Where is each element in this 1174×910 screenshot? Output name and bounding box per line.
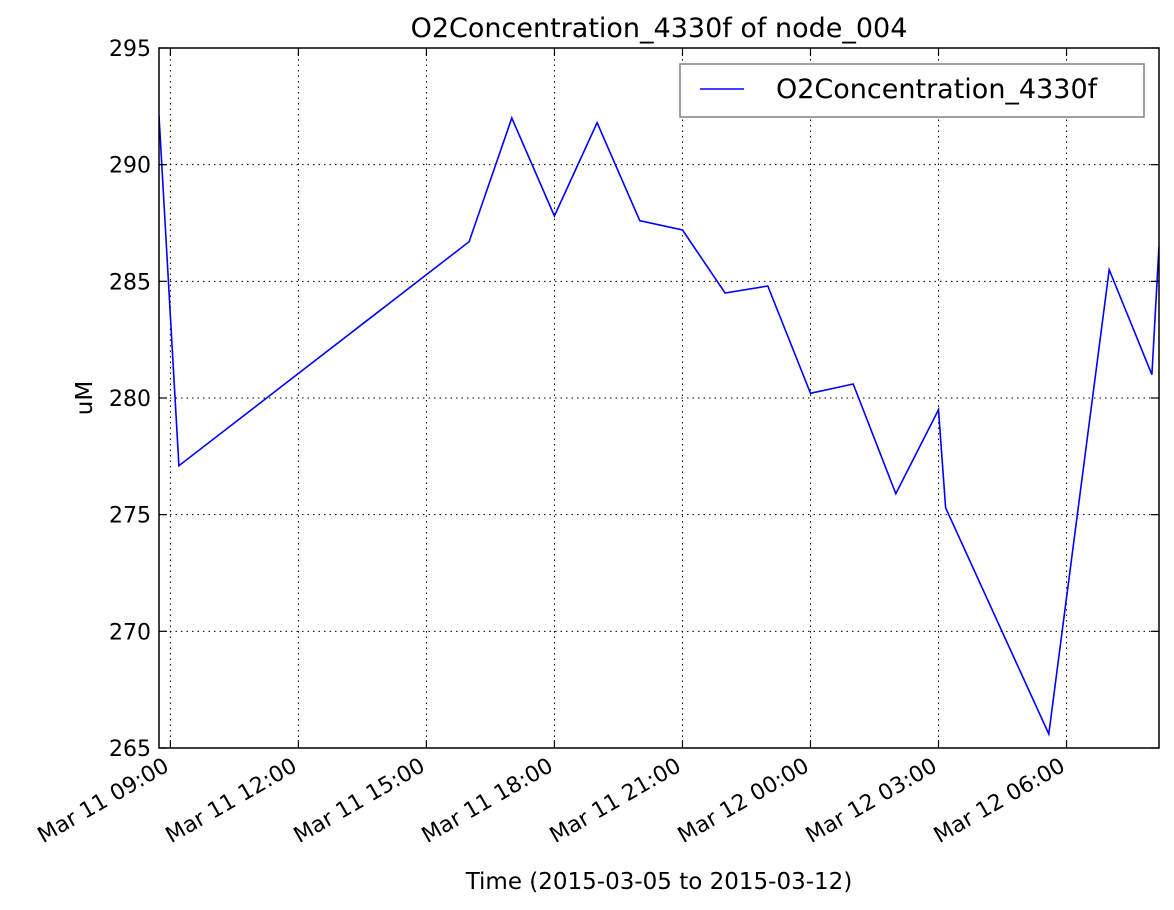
x-axis-label: Time (2015-03-05 to 2015-03-12) (465, 869, 853, 895)
legend-box (679, 63, 1145, 118)
y-tick-label: 275 (109, 504, 151, 529)
y-axis-label: uM (72, 381, 98, 415)
legend-entry-label: O2Concentration_4330f (776, 74, 1099, 105)
x-tick-label: Mar 11 12:00 (162, 754, 302, 849)
y-tick-label: 270 (109, 620, 151, 645)
x-tick-label: Mar 12 06:00 (930, 754, 1070, 849)
x-tick-label: Mar 12 03:00 (802, 754, 942, 849)
y-tick-label: 290 (109, 154, 151, 179)
x-tick-label: Mar 11 21:00 (546, 754, 686, 849)
x-tick-label: Mar 11 09:00 (34, 754, 174, 849)
series-layer (159, 115, 1159, 737)
x-tick-label: Mar 12 00:00 (674, 754, 814, 849)
legend: O2Concentration_4330f (679, 63, 1145, 118)
series-line-0 (159, 115, 1159, 737)
y-tick-label: 285 (109, 270, 151, 295)
x-tick-label: Mar 11 18:00 (418, 754, 558, 849)
y-tick-label: 265 (109, 737, 151, 762)
grid-lines (159, 48, 1159, 748)
x-tick-label: Mar 11 15:00 (290, 754, 430, 849)
y-tick-label: 280 (109, 387, 151, 412)
y-tick-label: 295 (109, 37, 151, 62)
chart-title: O2Concentration_4330f of node_004 (411, 13, 908, 44)
